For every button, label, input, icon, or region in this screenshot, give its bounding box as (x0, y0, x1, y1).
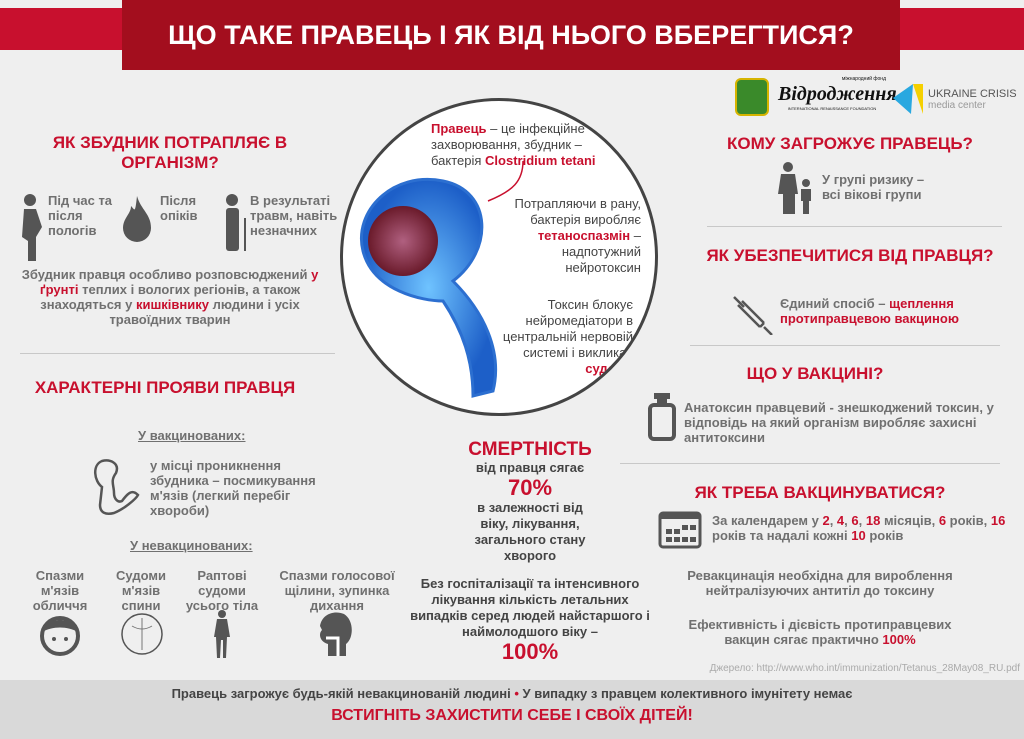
syringe-icon (733, 296, 773, 335)
symptom-face: Спазми м'язів обличчя (32, 568, 88, 613)
entry-item-childbirth: Під час та після пологів (48, 193, 113, 238)
ministry-logo (735, 78, 769, 116)
risk-text: У групі ризику – всі вікові групи (822, 172, 925, 202)
mortality-value: 70% (507, 475, 553, 500)
revaccination-text: Ревакцинація необхідна для вироблення не… (687, 568, 953, 598)
bacteria-circle: Правець – це інфекційне захворювання, зб… (340, 98, 658, 416)
mortality-untreated: Без госпіталізації та інтенсивного лікув… (410, 576, 650, 639)
symptom-back: Судоми м'язів спини (116, 568, 166, 613)
footer-call-to-action: ВСТИГНІТЬ ЗАХИСТИТИ СЕБЕ І СВОЇХ ДІТЕЙ! (331, 707, 693, 724)
vaccine-text: Анатоксин правцевий - знешкоджений токси… (684, 400, 994, 445)
injured-person-icon (226, 194, 246, 251)
symptom-body: Раптові судоми усього тіла (185, 568, 259, 613)
back-icon (121, 613, 163, 655)
effectiveness-text: Ефективність і дієвість протиправцевих в… (688, 617, 952, 647)
parent-child-icon (778, 162, 811, 214)
symptom-throat: Спазми голосової щілини, зупинка дихання (279, 568, 395, 613)
head-throat-icon (320, 612, 352, 656)
schedule-text: За календарем у 2, 4, 6, 18 місяців, 6 р… (712, 513, 1006, 543)
vaccinated-label: У вакцинованих: (138, 428, 246, 443)
protect-text: Єдиний спосіб – щеплення протиправцевою … (780, 296, 959, 326)
mortality-block: СМЕРТНІСТЬ від правця сягає 70% в залежн… (405, 440, 655, 664)
face-icon (40, 616, 80, 656)
effect-text: Токсин блокує нейромедіатори в центральн… (502, 297, 633, 376)
risk-title: КОМУ ЗАГРОЖУЄ ПРАВЕЦЬ? (727, 134, 973, 153)
entry-item-injuries: В результаті травм, навіть незначних (250, 193, 338, 238)
divider (707, 226, 1002, 227)
protect-title: ЯК УБЕЗПЕЧИТИСЯ ВІД ПРАВЦЯ? (706, 246, 994, 265)
renaissance-logo: міжнародний фонд Відродження INTERNATION… (778, 76, 897, 111)
entry-paragraph: Збудник правця особливо розповсюджений у… (21, 267, 319, 327)
schedule-title: ЯК ТРЕБА ВАКЦИНУВАТИСЯ? (694, 483, 946, 502)
fire-icon (123, 196, 151, 242)
human-body-icon (214, 610, 230, 658)
calendar-icon (658, 511, 702, 549)
page-title: ЩО ТАКЕ ПРАВЕЦЬ І ЯК ВІД НЬОГО ВБЕРЕГТИС… (122, 0, 900, 70)
footer-line: Правець загрожує будь-якій невакциновані… (171, 686, 853, 701)
mortality-title: СМЕРТНІСТЬ (468, 439, 592, 460)
uccm-logo-text: UKRAINE CRISIS media center (928, 88, 1017, 111)
bacteria-illustration-icon (360, 178, 498, 398)
uccm-logo-icon (893, 84, 923, 114)
mortality-untreated-value: 100% (501, 639, 559, 664)
arm-muscle-icon (94, 459, 140, 515)
toxin-text: Потрапляючи в рану, бактерія виробляє те… (514, 196, 641, 275)
vaccine-title: ЩО У ВАКЦИНІ? (746, 364, 884, 383)
footer-band: Правець загрожує будь-якій невакциновані… (0, 680, 1024, 739)
divider (20, 353, 335, 354)
source-link[interactable]: Джерело: http://www.who.int/immunization… (709, 663, 1020, 674)
vaccinated-text: у місці проникнення збудника – посмикува… (150, 458, 316, 518)
entry-item-burns: Після опіків (160, 193, 198, 223)
divider (690, 345, 1000, 346)
mortality-text: від правця сягає (475, 460, 585, 475)
callout-line (487, 161, 524, 202)
pregnant-woman-icon (22, 194, 42, 261)
mortality-conditions: в залежності від віку, лікування, загаль… (474, 500, 586, 563)
unvaccinated-label: У невакцинованих: (130, 538, 253, 553)
symptoms-title: ХАРАКТЕРНІ ПРОЯВИ ПРАВЦЯ (34, 378, 296, 397)
vaccine-vial-icon (648, 393, 676, 441)
definition-text: Правець – це інфекційне захворювання, зб… (431, 121, 596, 168)
entry-title: ЯК ЗБУДНИК ПОТРАПЛЯЄ В ОРГАНІЗМ? (52, 133, 288, 172)
divider (620, 463, 1000, 464)
